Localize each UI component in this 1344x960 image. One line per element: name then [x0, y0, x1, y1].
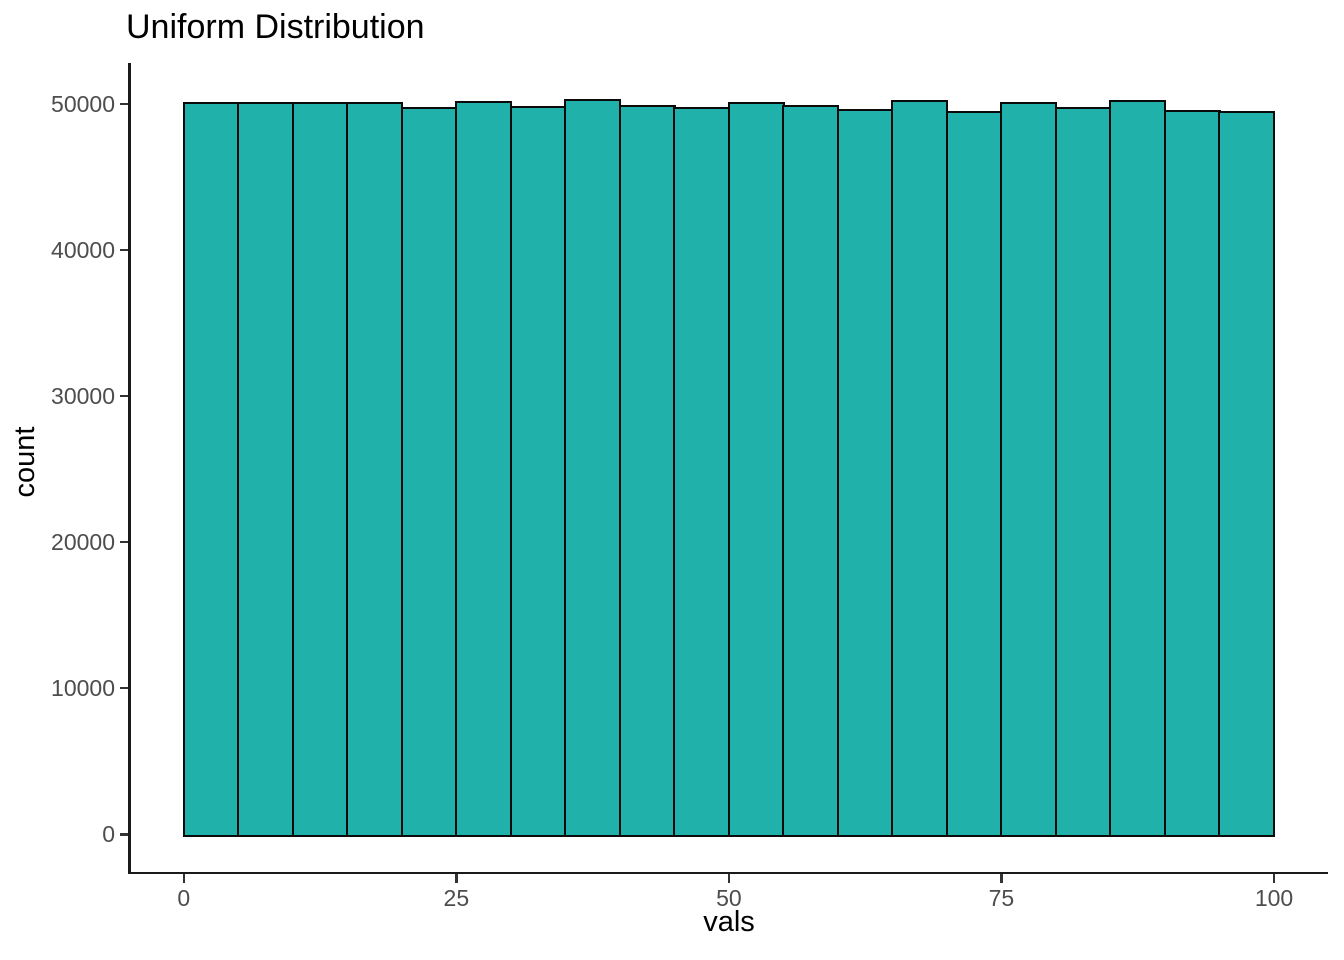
histogram-bar: [782, 105, 840, 837]
y-tick-label: 50000: [51, 91, 115, 117]
histogram-bar: [945, 110, 1003, 837]
histogram-bar: [182, 102, 240, 837]
x-tick-mark: [455, 874, 458, 883]
y-tick-mark: [119, 248, 129, 252]
histogram-bar: [400, 107, 458, 837]
x-tick-mark: [182, 874, 186, 883]
y-tick-mark: [119, 833, 129, 836]
histogram-bar: [1000, 102, 1058, 837]
histogram-bar: [237, 102, 295, 837]
histogram-bar: [455, 100, 513, 837]
y-tick-mark: [119, 394, 129, 398]
y-tick-label: 20000: [51, 529, 115, 556]
y-tick-mark: [119, 102, 129, 106]
x-tick-mark: [727, 874, 731, 883]
x-tick-label: 50: [716, 885, 742, 911]
y-tick-label: 0: [102, 821, 115, 848]
histogram-bar: [346, 102, 404, 837]
x-tick-mark: [1272, 874, 1276, 883]
y-tick-mark: [119, 686, 129, 690]
y-axis-label: count: [9, 426, 41, 498]
histogram-bar: [727, 101, 785, 837]
histogram-bar: [564, 99, 622, 837]
x-axis-line: [128, 871, 1329, 875]
histogram-bar: [1218, 110, 1276, 837]
y-tick-label: 40000: [51, 237, 115, 264]
histogram-bar: [836, 108, 894, 837]
x-tick-label: 75: [988, 885, 1015, 911]
histogram-bar: [891, 99, 949, 837]
x-tick-label: 25: [443, 885, 470, 911]
y-axis-line: [128, 63, 131, 875]
histogram-bar: [509, 106, 567, 837]
histogram-bar: [673, 106, 731, 837]
histogram-bar: [1163, 109, 1221, 837]
x-tick-mark: [1000, 874, 1003, 883]
histogram-bar: [618, 105, 676, 837]
x-tick-label: 0: [177, 885, 191, 911]
y-tick-mark: [119, 540, 129, 544]
y-tick-label: 10000: [51, 675, 115, 702]
x-tick-label: 100: [1254, 885, 1294, 911]
y-tick-label: 30000: [51, 383, 115, 410]
histogram-bar: [291, 102, 349, 837]
histogram-bar: [1054, 107, 1112, 837]
x-axis-label: vals: [703, 906, 755, 938]
chart-title: Uniform Distribution: [126, 8, 425, 46]
histogram-bar: [1109, 100, 1167, 837]
